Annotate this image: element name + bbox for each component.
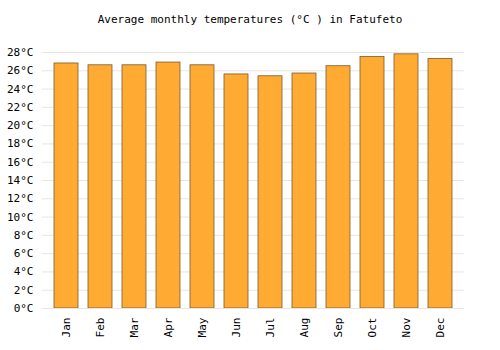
svg-text:26°C: 26°C — [7, 64, 34, 77]
svg-text:Jan: Jan — [60, 318, 73, 338]
svg-text:Oct: Oct — [366, 318, 379, 338]
svg-text:0°C: 0°C — [14, 302, 34, 315]
svg-text:12°C: 12°C — [7, 192, 34, 205]
html-text:Average monthly temperatures (: Average monthly temperatures (°C ) in Fa… — [97, 13, 403, 26]
svg-text:28°C: 28°C — [7, 46, 34, 59]
svg-text:Feb: Feb — [94, 318, 107, 338]
svg-text:24°C: 24°C — [7, 83, 34, 96]
svg-text:8°C: 8°C — [14, 229, 34, 242]
svg-text:Mar: Mar — [128, 317, 141, 337]
svg-text:4°C: 4°C — [14, 265, 34, 278]
svg-text:Nov: Nov — [400, 317, 413, 337]
svg-text:2°C: 2°C — [14, 284, 34, 297]
svg-text:16°C: 16°C — [7, 156, 34, 169]
svg-text:14°C: 14°C — [7, 174, 34, 187]
svg-text:May: May — [196, 317, 209, 337]
svg-text:10°C: 10°C — [7, 211, 34, 224]
svg-text:22°C: 22°C — [7, 101, 34, 114]
svg-text:Jul: Jul — [264, 318, 277, 338]
svg-text:6°C: 6°C — [14, 247, 34, 260]
svg-text:Dec: Dec — [434, 318, 447, 338]
svg-text:Apr: Apr — [162, 317, 175, 337]
svg-text:Sep: Sep — [332, 318, 345, 338]
svg-text:Jun: Jun — [230, 318, 243, 338]
svg-text:Aug: Aug — [298, 318, 311, 338]
svg-text:18°C: 18°C — [7, 137, 34, 150]
svg-text:20°C: 20°C — [7, 119, 34, 132]
